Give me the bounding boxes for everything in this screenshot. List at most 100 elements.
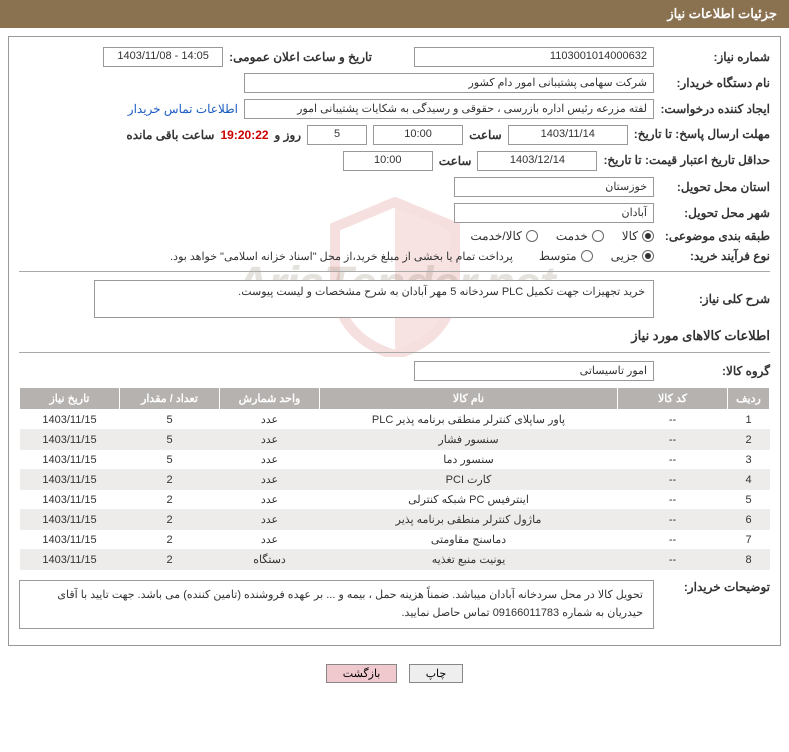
table-cell-r: 7	[728, 530, 770, 550]
table-cell-unit: عدد	[220, 450, 320, 470]
action-bar: چاپ بازگشت	[0, 654, 789, 689]
table-cell-qty: 2	[120, 550, 220, 570]
announce-value: 1403/11/08 - 14:05	[103, 47, 223, 67]
print-button[interactable]: چاپ	[409, 664, 464, 683]
requester-value: لفته مزرعه رئیس اداره بازرسی ، حقوقی و ر…	[244, 99, 654, 119]
items-section-title: اطلاعات کالاهای مورد نیاز	[19, 328, 770, 344]
proctype-label: نوع فرآیند خرید:	[660, 249, 770, 263]
table-row: 6--ماژول کنترلر منطقی برنامه پذیرعدد2140…	[20, 510, 770, 530]
table-cell-name: کارت PCI	[320, 470, 618, 490]
back-button[interactable]: بازگشت	[326, 664, 398, 683]
deadline-label: مهلت ارسال پاسخ: تا تاریخ:	[634, 127, 770, 143]
deadline-time-label: ساعت	[469, 128, 502, 142]
subjectcat-both[interactable]: کالا/خدمت	[470, 229, 537, 243]
table-cell-qty: 2	[120, 470, 220, 490]
minvalid-label: حداقل تاریخ اعتبار قیمت: تا تاریخ:	[603, 153, 770, 169]
minvalid-time-label: ساعت	[439, 154, 472, 168]
radio-icon	[526, 230, 538, 242]
table-cell-code: --	[618, 510, 728, 530]
buyer-org-label: نام دستگاه خریدار:	[660, 76, 770, 90]
city-label: شهر محل تحویل:	[660, 206, 770, 220]
city-value: آبادان	[454, 203, 654, 223]
table-cell-r: 3	[728, 450, 770, 470]
table-row: 8--یونیت منبع تغذیهدستگاه21403/11/15	[20, 550, 770, 570]
subjectcat-service-label: خدمت	[556, 229, 588, 243]
table-cell-date: 1403/11/15	[20, 530, 120, 550]
col-date: تاریخ نیاز	[20, 388, 120, 410]
table-cell-name: سنسور فشار	[320, 430, 618, 450]
table-cell-r: 2	[728, 430, 770, 450]
province-value: خوزستان	[454, 177, 654, 197]
radio-icon	[592, 230, 604, 242]
table-cell-date: 1403/11/15	[20, 430, 120, 450]
subjectcat-service[interactable]: خدمت	[556, 229, 604, 243]
table-cell-code: --	[618, 410, 728, 430]
table-row: 5--اینترفیس PC شبکه کنترلیعدد21403/11/15	[20, 490, 770, 510]
group-value: امور تاسیساتی	[414, 361, 654, 381]
table-cell-unit: عدد	[220, 530, 320, 550]
requester-label: ایجاد کننده درخواست:	[660, 102, 770, 116]
table-cell-code: --	[618, 530, 728, 550]
table-cell-r: 1	[728, 410, 770, 430]
table-cell-r: 8	[728, 550, 770, 570]
content-container: AriaTender.net شماره نیاز: 1103001014000…	[8, 36, 781, 646]
table-cell-name: ماژول کنترلر منطقی برنامه پذیر	[320, 510, 618, 530]
subjectcat-goods[interactable]: کالا	[622, 229, 654, 243]
proctype-medium-label: متوسط	[539, 249, 577, 263]
announce-label: تاریخ و ساعت اعلان عمومی:	[229, 50, 372, 64]
divider	[19, 271, 770, 272]
table-cell-code: --	[618, 550, 728, 570]
desc-value: خرید تجهیزات جهت تکمیل PLC سردخانه 5 مهر…	[94, 280, 654, 318]
table-cell-qty: 5	[120, 450, 220, 470]
table-cell-name: سنسور دما	[320, 450, 618, 470]
need-number-value: 1103001014000632	[414, 47, 654, 67]
table-row: 2--سنسور فشارعدد51403/11/15	[20, 430, 770, 450]
buyer-notes-value: تحویل کالا در محل سردخانه آبادان میباشد.…	[19, 580, 654, 629]
deadline-date: 1403/11/14	[508, 125, 628, 145]
table-row: 7--دماسنج مقاومتیعدد21403/11/15	[20, 530, 770, 550]
table-cell-r: 5	[728, 490, 770, 510]
table-cell-date: 1403/11/15	[20, 490, 120, 510]
deadline-time: 10:00	[373, 125, 463, 145]
page-header: جزئیات اطلاعات نیاز	[0, 0, 789, 28]
table-cell-r: 4	[728, 470, 770, 490]
table-cell-date: 1403/11/15	[20, 510, 120, 530]
table-cell-unit: عدد	[220, 410, 320, 430]
table-cell-code: --	[618, 490, 728, 510]
col-code: کد کالا	[618, 388, 728, 410]
buyer-contact-link[interactable]: اطلاعات تماس خریدار	[128, 102, 238, 116]
table-cell-unit: دستگاه	[220, 550, 320, 570]
table-cell-unit: عدد	[220, 470, 320, 490]
countdown-timer: 19:20:22	[221, 128, 269, 142]
table-cell-qty: 5	[120, 410, 220, 430]
table-cell-unit: عدد	[220, 510, 320, 530]
group-label: گروه کالا:	[660, 364, 770, 378]
proctype-minor[interactable]: جزیی	[611, 249, 654, 263]
province-label: استان محل تحویل:	[660, 180, 770, 194]
table-cell-name: اینترفیس PC شبکه کنترلی	[320, 490, 618, 510]
minvalid-time: 10:00	[343, 151, 433, 171]
table-row: 1--پاور ساپلای کنترلر منطقی برنامه پذیر …	[20, 410, 770, 430]
radio-icon	[581, 250, 593, 262]
table-cell-qty: 2	[120, 490, 220, 510]
table-cell-unit: عدد	[220, 490, 320, 510]
table-cell-date: 1403/11/15	[20, 450, 120, 470]
buyer-org-value: شرکت سهامی پشتیبانی امور دام کشور	[244, 73, 654, 93]
buyer-notes-label: توضیحات خریدار:	[660, 580, 770, 594]
table-cell-code: --	[618, 450, 728, 470]
table-row: 3--سنسور دماعدد51403/11/15	[20, 450, 770, 470]
items-table: ردیف کد کالا نام کالا واحد شمارش تعداد /…	[19, 387, 770, 570]
col-unit: واحد شمارش	[220, 388, 320, 410]
table-row: 4--کارت PCIعدد21403/11/15	[20, 470, 770, 490]
minvalid-date: 1403/12/14	[477, 151, 597, 171]
radio-icon	[642, 230, 654, 242]
days-suffix: روز و	[275, 128, 302, 142]
proctype-medium[interactable]: متوسط	[539, 249, 593, 263]
col-row: ردیف	[728, 388, 770, 410]
col-name: نام کالا	[320, 388, 618, 410]
subjectcat-both-label: کالا/خدمت	[470, 229, 521, 243]
table-cell-qty: 2	[120, 530, 220, 550]
desc-label: شرح کلی نیاز:	[660, 292, 770, 306]
table-cell-date: 1403/11/15	[20, 550, 120, 570]
table-cell-date: 1403/11/15	[20, 410, 120, 430]
